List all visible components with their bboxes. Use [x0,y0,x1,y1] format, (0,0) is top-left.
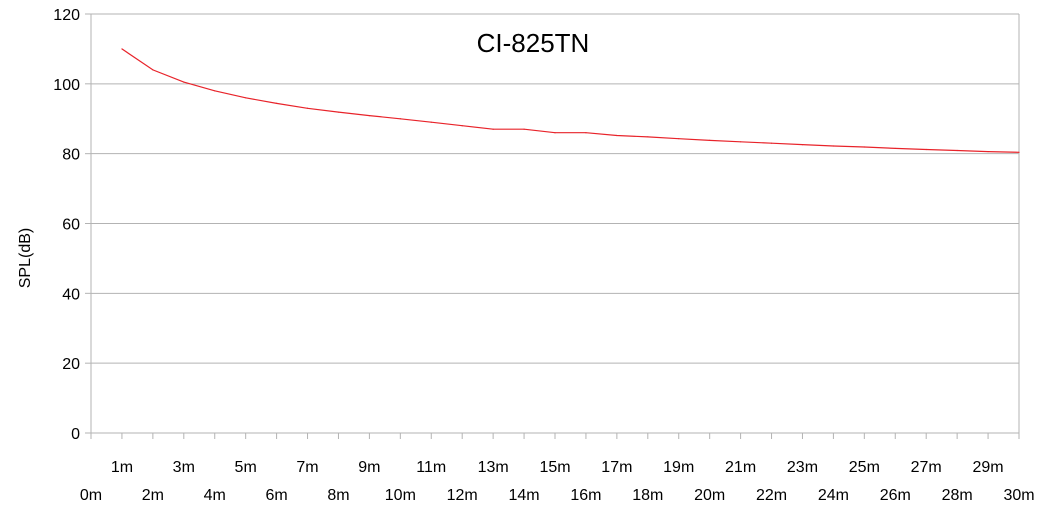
x-tick-label: 27m [911,459,942,476]
x-tick-label: 12m [447,487,478,504]
x-tick-label: 0m [80,487,102,504]
x-tick-label: 4m [204,487,226,504]
tick-labels: 0 20 40 60 80 100 120 0m 1m 2m 3m 4m 5m 6m 7m 8m 9m 10m11… [53,7,1034,504]
data-point [245,97,247,99]
y-tick-label: 100 [53,77,80,94]
data-point [183,81,185,83]
y-tick-label: 80 [62,147,80,164]
x-tick-label: 24m [818,487,849,504]
x-tick-label: 20m [694,487,725,504]
x-tick-label: 30m [1003,487,1034,504]
data-point [740,141,742,143]
data-point [1018,151,1020,153]
series-line [121,48,1020,153]
data-point [678,138,680,140]
x-tick-label: 25m [849,459,880,476]
data-point [709,139,711,141]
x-tick-label: 13m [478,459,509,476]
x-tick-label: 19m [663,459,694,476]
data-point [554,132,556,134]
data-point [894,147,896,150]
x-tick-label: 23m [787,459,818,476]
data-point [399,118,401,120]
data-point [770,142,773,144]
data-point [306,107,309,109]
x-tick-label: 7m [296,459,318,476]
x-tick-label: 29m [973,459,1004,476]
data-point [647,136,649,138]
y-tick-label: 0 [71,426,80,443]
data-point [956,149,958,152]
y-tick-label: 60 [62,217,80,234]
data-point [121,48,123,50]
data-point [616,134,618,137]
data-point [523,128,525,130]
data-point [492,128,494,130]
data-point [832,145,835,147]
data-point [214,90,216,92]
x-tick-label: 28m [942,487,973,504]
data-point [368,115,370,117]
data-point [863,146,865,148]
data-point [585,132,587,134]
data-point [337,111,340,113]
x-tick-label: 3m [173,459,195,476]
x-tick-label: 18m [632,487,663,504]
x-tick-label: 15m [539,459,570,476]
x-tick-label: 2m [142,487,164,504]
x-tick-label: 10m [385,487,416,504]
x-tick-label: 8m [327,487,349,504]
chart-title: CI-825TN [477,28,590,58]
data-point [461,125,463,127]
grid-layer [91,13,1019,364]
series-layer [121,48,1020,153]
y-axis-title: SPL(dB) [17,228,34,288]
x-tick-label: 26m [880,487,911,504]
x-tick-label: 11m [416,459,446,476]
data-point [801,143,804,146]
data-point [152,69,154,71]
x-tick-label: 1m [111,459,133,476]
x-tick-label: 17m [601,459,632,476]
axis-layer [85,13,1020,439]
x-tick-label: 9m [358,459,380,476]
x-tick-label: 14m [509,487,540,504]
y-tick-label: 40 [62,286,80,303]
y-tick-label: 120 [53,7,80,24]
data-point [276,102,278,104]
x-tick-label: 6m [265,487,287,504]
x-tick-label: 21m [725,459,756,476]
data-point [430,121,432,123]
y-tick-label: 20 [62,356,80,373]
x-tick-label: 5m [235,459,257,476]
x-tick-label: 16m [570,487,601,504]
x-tick-label: 22m [756,487,787,504]
data-point [925,148,927,151]
data-point [987,150,989,153]
